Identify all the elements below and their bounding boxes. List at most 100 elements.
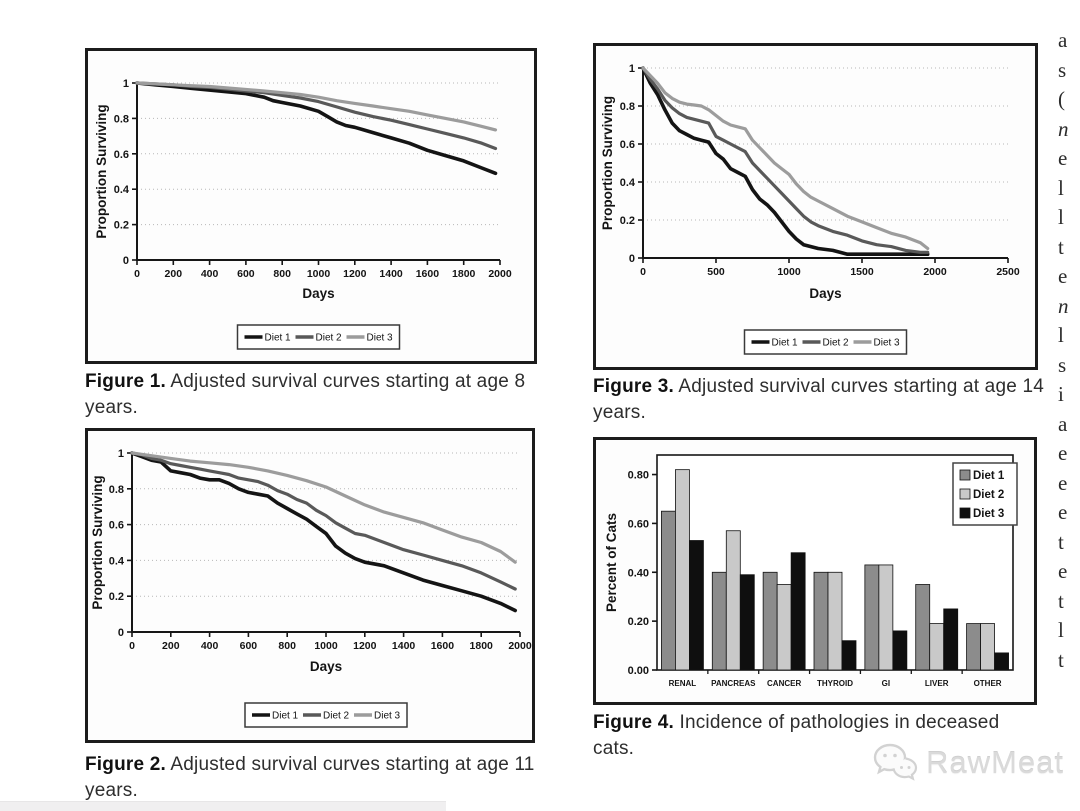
y-tick-label: 0.8 [109,484,124,496]
series-line-diet-2 [641,66,930,254]
figure-4-caption-label: Figure 4. [593,712,674,733]
x-axis-label: Days [302,286,334,301]
x-tick-label: 800 [273,268,291,280]
bar-gi-diet-2 [878,564,894,671]
side-text-letter: a [1058,28,1068,52]
figure-3-caption: Figure 3. Adjusted survival curves start… [593,374,1045,426]
x-tick-label: 1000 [307,268,331,280]
x-tick-label: 400 [201,268,219,280]
side-text-letter: t [1058,588,1064,613]
side-text-letter: n [1058,116,1069,141]
x-tick-label: 1000 [777,266,801,278]
y-tick-label: 0.8 [620,101,635,113]
y-axis-label: Proportion Surviving [600,96,615,230]
y-tick-label: 0.6 [114,149,129,161]
bar-thyroid-diet-3 [841,640,857,671]
side-text-letter: a [1058,411,1068,436]
series-line-diet-2 [130,451,517,591]
bar-liver-diet-2 [929,623,945,671]
figure-3-chart: 0 0.2 0.4 0.6 0.8 1 0 500 1000 1500 2000 2500 Days Pr… [600,63,1020,355]
series-line-diet-1 [641,66,930,256]
legend-swatch [959,469,971,481]
legend-swatch [959,488,971,500]
x-tick-label: 1000 [314,640,338,652]
bar-thyroid-diet-2 [827,571,843,671]
side-text-letter: l [1058,323,1064,347]
legend-label: Diet 3 [367,333,394,344]
legend-label: Diet 2 [323,711,350,722]
legend-label: Diet 1 [772,338,799,349]
legend-label: Diet 2 [973,489,1004,501]
side-text-letter: l [1058,205,1064,229]
side-text-letter: e [1058,146,1068,170]
figure-3-caption-text: Adjusted survival curves starting at age… [593,376,1044,423]
legend-label: Diet 3 [973,508,1004,520]
y-tick-label: 0.6 [620,139,635,151]
side-text-letter: e [1058,441,1068,465]
figure-3-panel: 0 0.2 0.4 0.6 0.8 1 0 500 1000 1500 2000 2500 Days Pr… [593,43,1038,370]
side-text-letter: s [1058,57,1067,82]
bottom-page-strip [0,801,446,811]
figure-1-caption-label: Figure 1. [85,371,166,392]
x-axis-label: Days [310,659,342,674]
series-line-diet-3 [135,81,498,132]
x-tick-label: 2500 [996,266,1020,278]
y-tick-label: 0.4 [114,184,130,196]
side-text-letter: s [1058,352,1067,377]
y-tick-label: 0.2 [109,591,124,603]
series-line-diet-3 [130,451,517,564]
category-label: RENAL [669,679,697,688]
figure-2-panel: 0 0.2 0.4 0.6 0.8 1 0 200 400 600 800 1000 1200 1400 1… [85,428,535,743]
figure-4-chart: 0.00 0.20 0.40 0.60 0.80 RENAL PANCREAS CANCER T… [604,454,1018,688]
y-tick-label: 0 [118,627,124,639]
figure-2-chart: 0 0.2 0.4 0.6 0.8 1 0 200 400 600 800 1000 1200 1400 1… [90,448,532,728]
side-text-letter: t [1058,647,1064,672]
figure-1-caption-text: Adjusted survival curves starting at age… [85,371,526,418]
bar-renal-diet-3 [689,540,704,671]
x-tick-label: 2000 [923,266,947,278]
legend-label: Diet 1 [973,470,1005,482]
side-text-letter: l [1058,618,1064,642]
bar-renal-diet-1 [661,510,676,671]
figure-4-caption: Figure 4. Incidence of pathologies in de… [593,710,1045,762]
x-tick-label: 1500 [850,266,874,278]
legend-label: Diet 3 [374,711,401,722]
y-tick-label: 0 [123,255,129,267]
category-label: GI [882,679,890,688]
legend-label: Diet 1 [265,333,292,344]
x-tick-label: 0 [129,640,135,652]
bar-cancer-diet-2 [776,584,792,671]
y-tick-label: 0.8 [114,113,129,125]
y-tick-label: 0.60 [628,518,649,530]
side-text-letter: i [1058,382,1064,406]
legend-label: Diet 3 [874,338,901,349]
x-tick-label: 1800 [470,640,494,652]
legend-label: Diet 2 [823,338,850,349]
y-tick-label: 0.80 [628,470,649,482]
x-tick-label: 800 [278,640,296,652]
figure-3-caption-label: Figure 3. [593,376,674,397]
x-tick-label: 600 [237,268,255,280]
y-tick-label: 1 [629,63,635,75]
legend-swatch [959,507,971,519]
bar-other-diet-2 [980,623,995,671]
x-tick-label: 500 [707,266,725,278]
y-tick-label: 0.4 [620,177,636,189]
x-tick-label: 0 [640,266,646,278]
x-tick-label: 1400 [392,640,416,652]
watermark-text: RawMeat [926,745,1064,780]
bar-cancer-diet-3 [790,552,806,671]
side-text-letter: e [1058,559,1068,583]
x-tick-label: 200 [162,640,180,652]
bar-pancreas-diet-2 [725,530,741,671]
side-text-letter: e [1058,470,1068,495]
x-tick-label: 2000 [508,640,532,652]
legend-box [743,329,908,355]
y-tick-label: 0.6 [109,520,124,532]
bar-renal-diet-2 [675,469,690,671]
figure-1-panel: 0 0.2 0.4 0.6 0.8 1 0 200 400 600 800 1000 1200 1400 1… [85,48,537,364]
x-tick-label: 200 [165,268,183,280]
watermark: RawMeat [872,742,1064,784]
x-tick-label: 1600 [416,268,440,280]
figure-1-chart: 0 0.2 0.4 0.6 0.8 1 0 200 400 600 800 1000 1200 1400 1… [94,78,512,350]
